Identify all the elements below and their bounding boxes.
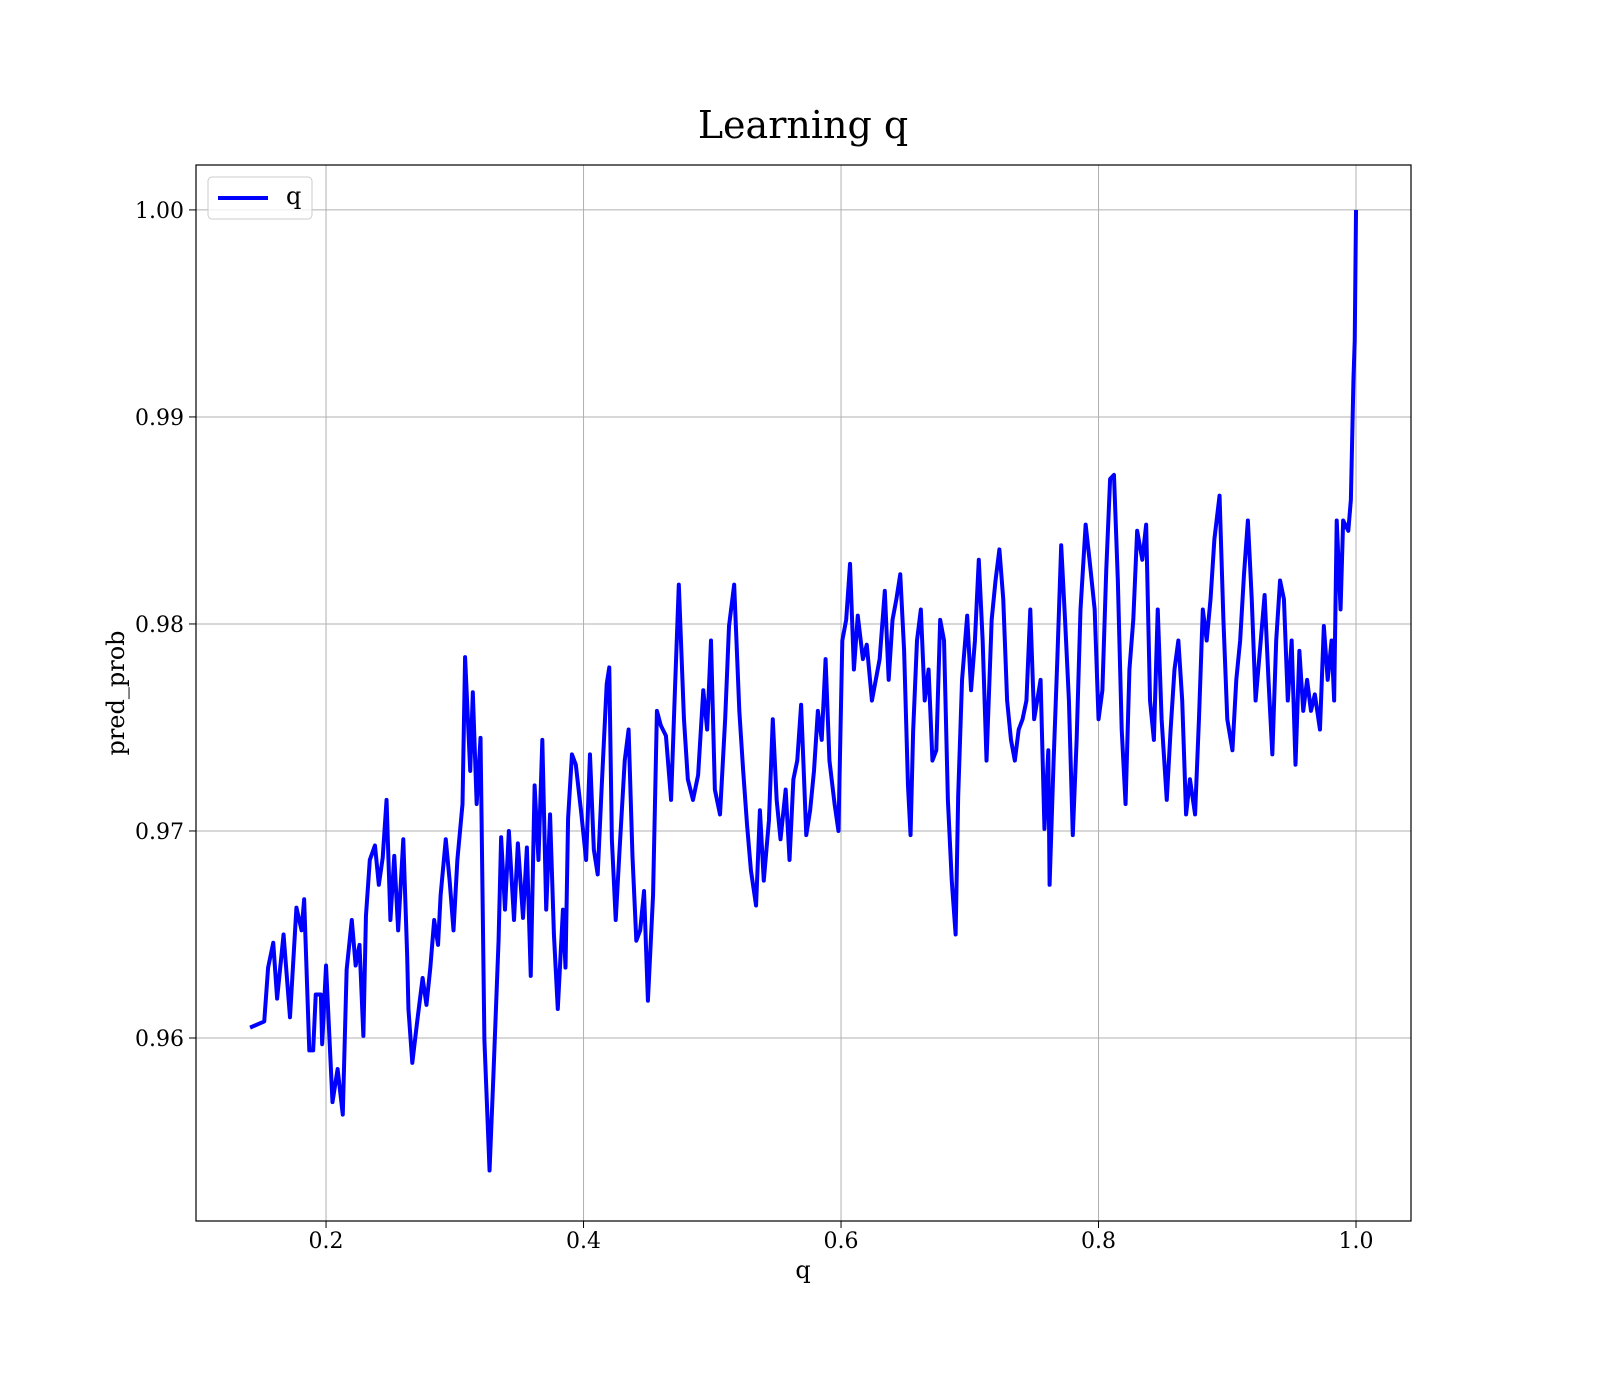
y-tick-label: 0.99 <box>135 406 184 431</box>
y-tick-label: 0.98 <box>135 613 184 638</box>
y-tick-label: 0.97 <box>135 820 184 845</box>
x-tick-label: 0.6 <box>824 1229 859 1254</box>
chart-title: Learning q <box>698 103 908 147</box>
y-tick-label: 1.00 <box>135 199 184 224</box>
legend-label: q <box>286 182 301 210</box>
x-tick-label: 0.8 <box>1081 1229 1116 1254</box>
x-axis-label: q <box>795 1256 810 1284</box>
plot-frame <box>195 164 1412 1222</box>
x-tick-label: 1.0 <box>1339 1229 1374 1254</box>
y-axis-label: pred_prob <box>102 630 130 755</box>
y-tick-label: 0.96 <box>135 1027 184 1052</box>
x-tick-label: 0.4 <box>566 1229 601 1254</box>
data-line <box>249 209 1359 1173</box>
x-tick-label: 0.2 <box>309 1229 344 1254</box>
